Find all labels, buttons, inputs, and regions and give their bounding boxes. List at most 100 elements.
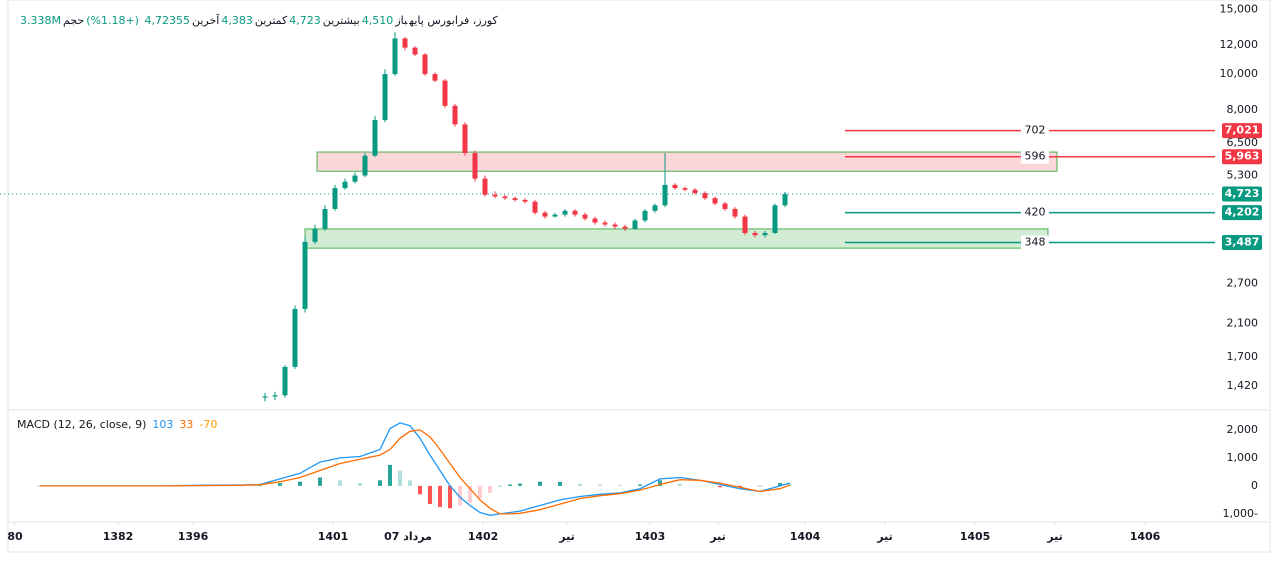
legend-text: 4,723 bbox=[289, 14, 321, 27]
price-badge bbox=[1222, 149, 1262, 165]
histogram-bar bbox=[388, 464, 392, 486]
candle-body bbox=[362, 155, 368, 176]
y-tick-label: 2,000 bbox=[1227, 423, 1259, 436]
histogram-bar bbox=[558, 481, 562, 486]
candle-body bbox=[532, 201, 538, 213]
histogram-bar bbox=[408, 480, 412, 486]
level-label: 596 bbox=[1025, 150, 1046, 163]
price-badge bbox=[1222, 123, 1262, 139]
y-tick-label: 1,700 bbox=[1227, 350, 1259, 363]
candle-body bbox=[622, 226, 628, 229]
price-badge-label: 4,202 bbox=[1225, 206, 1260, 219]
candle-body bbox=[292, 308, 298, 367]
y-tick-label: 1,420 bbox=[1227, 379, 1259, 392]
y-tick-label: 12,000 bbox=[1220, 38, 1259, 51]
legend-text: آخرین bbox=[191, 14, 220, 27]
x-tick-label: 1406 bbox=[1130, 530, 1161, 543]
x-tick-label: 07 مرداد bbox=[384, 530, 432, 543]
histogram-bar bbox=[538, 481, 542, 486]
histogram-bar bbox=[598, 484, 602, 486]
candle-body bbox=[682, 188, 688, 190]
candle-body bbox=[312, 228, 318, 242]
candle-body bbox=[742, 216, 748, 233]
x-tick-label: 1382 bbox=[103, 530, 134, 543]
candle-body bbox=[582, 214, 588, 219]
candle-body bbox=[492, 194, 498, 197]
candle-body bbox=[282, 366, 288, 396]
histogram-bar bbox=[698, 485, 702, 487]
candle-body bbox=[402, 38, 408, 48]
histogram-bar bbox=[518, 483, 522, 486]
y-tick-label: 10,000 bbox=[1220, 67, 1259, 80]
histogram-bar bbox=[738, 485, 742, 488]
histogram-bar bbox=[618, 485, 622, 486]
histogram-bar bbox=[508, 484, 512, 486]
histogram-bar bbox=[778, 483, 782, 486]
histogram-bar bbox=[318, 477, 322, 486]
price-badge-label: 3,487 bbox=[1225, 235, 1260, 248]
y-tick-label: 1,000- bbox=[1223, 507, 1258, 520]
level-label-bg bbox=[1021, 235, 1049, 250]
histogram-bar bbox=[458, 485, 462, 506]
y-tick-label: 6,500 bbox=[1227, 136, 1259, 149]
level-label-bg bbox=[1021, 205, 1049, 220]
histogram-bar bbox=[488, 485, 492, 493]
legend-text: کورز، فرابورس پایه bbox=[409, 14, 498, 27]
candle-body bbox=[772, 205, 778, 233]
legend-text: 4,383 bbox=[221, 14, 253, 27]
histogram-bar bbox=[428, 485, 432, 505]
candle-body bbox=[262, 396, 268, 398]
price-badge bbox=[1222, 186, 1262, 202]
y-tick-label: 2,700 bbox=[1227, 276, 1259, 289]
y-tick-label: 0 bbox=[1251, 479, 1258, 492]
candle-body bbox=[562, 210, 568, 215]
macd-title: MACD (12, 26, close, 9) 103 33 -70 bbox=[17, 418, 217, 431]
candle-body bbox=[752, 232, 758, 236]
price-badge bbox=[1222, 234, 1262, 250]
macd-legend-value: -70 bbox=[199, 418, 217, 431]
histogram-bar bbox=[448, 485, 452, 509]
candle-body bbox=[322, 208, 328, 229]
histogram-bar bbox=[278, 483, 282, 486]
histogram-bar bbox=[718, 485, 722, 488]
candle-body bbox=[422, 54, 428, 75]
candle-body bbox=[612, 224, 618, 227]
frame bbox=[7, 0, 1271, 553]
histogram-bar bbox=[378, 480, 382, 486]
y-tick-label: 1,000 bbox=[1227, 451, 1259, 464]
candle-body bbox=[542, 212, 548, 217]
candle-body bbox=[632, 220, 638, 229]
legend-text: بیشترین bbox=[322, 14, 360, 27]
zone bbox=[316, 151, 1058, 172]
candle-body bbox=[372, 120, 378, 156]
candle-body bbox=[572, 210, 578, 215]
y-tick-label: 2,100 bbox=[1227, 316, 1259, 329]
histogram-bar bbox=[578, 483, 582, 486]
candle-body bbox=[342, 181, 348, 189]
candle-body bbox=[462, 124, 468, 154]
candle-body bbox=[482, 178, 488, 195]
candle-body bbox=[692, 189, 698, 194]
x-tick-label: تیر bbox=[876, 530, 892, 543]
candle-body bbox=[442, 80, 448, 106]
candle-body bbox=[452, 105, 458, 125]
histogram-bar bbox=[658, 480, 662, 486]
candle-body bbox=[592, 218, 598, 223]
candle-body bbox=[732, 208, 738, 217]
x-tick-label: تیر bbox=[709, 530, 725, 543]
candle-body bbox=[652, 205, 658, 211]
candle-body bbox=[662, 184, 668, 206]
x-tick-label: 1396 bbox=[178, 530, 209, 543]
candle-body bbox=[552, 214, 558, 217]
candle-body bbox=[722, 203, 728, 209]
level-label: 348 bbox=[1025, 235, 1046, 248]
histogram-bar bbox=[498, 485, 502, 487]
x-tick-label: 80 bbox=[7, 530, 23, 543]
histogram-bar bbox=[298, 481, 302, 486]
level-label: 702 bbox=[1025, 124, 1046, 137]
x-tick-label: تیر bbox=[1046, 530, 1062, 543]
histogram-bar bbox=[478, 485, 482, 499]
macd-legend-value: 103 bbox=[152, 418, 173, 431]
